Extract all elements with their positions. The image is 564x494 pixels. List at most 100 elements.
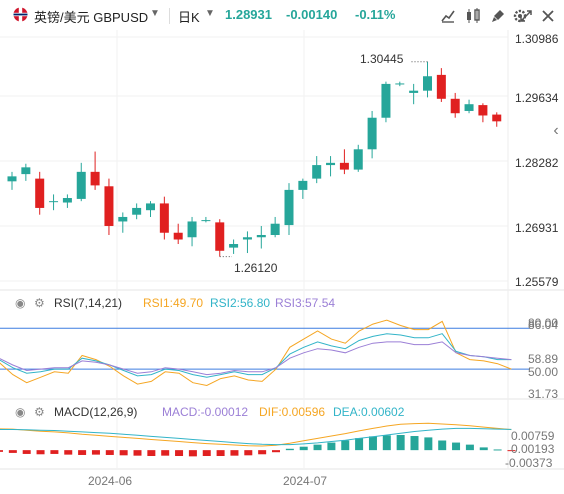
price-tick: 1.28282 xyxy=(515,156,559,170)
rsi1-value: RSI1:49.70 xyxy=(143,296,204,310)
macd-bar xyxy=(465,444,474,451)
candle-body xyxy=(423,76,432,91)
candle-body xyxy=(76,171,86,199)
macd-bar xyxy=(216,450,225,457)
macd-bar xyxy=(78,450,87,455)
last-price: 1.28931 xyxy=(225,7,272,22)
macd-value: MACD:-0.00012 xyxy=(162,405,249,419)
high-price-label: 1.30445 xyxy=(360,52,404,66)
rsi-title: RSI(7,14,21) xyxy=(54,296,123,310)
macd-bar xyxy=(50,450,59,454)
candle-body xyxy=(187,221,197,238)
rsi-tick: 80.00 xyxy=(528,316,559,330)
macd-bar xyxy=(272,450,280,453)
drawing-tool-icon[interactable] xyxy=(440,8,456,24)
macd-bar xyxy=(119,450,128,456)
candle-body xyxy=(464,104,474,111)
rsi-tick: 58.89 xyxy=(528,352,559,366)
candle-body xyxy=(242,237,252,240)
rsi3-value: RSI3:57.54 xyxy=(275,296,336,310)
macd-bar xyxy=(8,450,17,453)
macd-bar xyxy=(285,448,294,451)
rsi-tick: 31.73 xyxy=(528,387,559,401)
macd-bar xyxy=(258,450,267,455)
candle-body xyxy=(381,83,391,118)
macd-bar xyxy=(0,450,3,452)
macd-bar xyxy=(507,450,516,452)
price-change: -0.00140 xyxy=(286,7,338,22)
rsi2-value: RSI2:56.80 xyxy=(210,296,271,310)
macd-bar xyxy=(438,440,447,451)
expand-icon[interactable] xyxy=(518,8,534,24)
candle-body xyxy=(173,232,183,240)
macd-bar xyxy=(175,450,184,457)
chevron-left-icon[interactable]: ‹ xyxy=(553,122,559,139)
candle-body xyxy=(339,162,349,170)
symbol-selector[interactable]: 英镑/美元 GBPUSD xyxy=(34,10,149,25)
macd-bar xyxy=(105,450,114,455)
uk-flag-icon xyxy=(13,7,28,22)
macd-bar xyxy=(64,450,73,455)
price-tick: 1.29634 xyxy=(515,91,559,105)
dea-value: DEA:0.00602 xyxy=(333,405,405,419)
macd-bar xyxy=(22,450,31,454)
macd-bar xyxy=(202,450,211,457)
candle-body xyxy=(395,83,405,85)
macd-bar xyxy=(91,450,100,455)
chart-type-icon[interactable] xyxy=(465,8,481,24)
macd-bar xyxy=(410,436,419,451)
candle-body xyxy=(146,203,155,211)
candle-body xyxy=(436,74,446,99)
candle-body xyxy=(478,105,488,116)
macd-bar xyxy=(382,435,391,451)
macd-bar xyxy=(493,449,502,451)
candle-body xyxy=(256,234,266,238)
candle-body xyxy=(7,176,17,182)
price-tick: 1.25579 xyxy=(515,275,559,289)
period-selector[interactable]: 日K xyxy=(178,10,200,25)
macd-bar xyxy=(368,436,377,451)
brush-icon[interactable] xyxy=(490,8,506,24)
macd-tick: -0.00373 xyxy=(505,456,553,470)
candle-body xyxy=(450,98,460,114)
candle-body xyxy=(326,162,336,166)
macd-bar xyxy=(230,450,239,456)
macd-tick: 0.00193 xyxy=(511,442,555,456)
rsi-line-rsi2 xyxy=(0,333,512,378)
gear-icon[interactable]: ⚙ xyxy=(34,296,45,310)
chart-header: 英镑/美元 GBPUSD ▼ 日K ▼ 1.28931 -0.00140 -0.… xyxy=(0,0,564,30)
price-tick: 1.26931 xyxy=(515,221,559,235)
date-tick: 2024-07 xyxy=(283,474,328,488)
dea-line xyxy=(0,427,512,446)
candle-body xyxy=(284,189,294,226)
candle-body xyxy=(90,171,100,186)
candle-body xyxy=(229,244,239,248)
candle-body xyxy=(201,220,211,222)
macd-bar xyxy=(147,450,156,457)
chevron-down-icon[interactable]: ▼ xyxy=(205,8,215,19)
macd-bar xyxy=(479,447,488,451)
candle-body xyxy=(367,117,377,150)
macd-bar xyxy=(396,434,405,451)
macd-bar xyxy=(244,450,253,456)
eye-icon[interactable]: ◉ xyxy=(15,405,26,419)
candle-body xyxy=(312,165,322,179)
date-tick: 2024-06 xyxy=(88,474,133,488)
eye-icon[interactable]: ◉ xyxy=(15,296,26,310)
macd-bar xyxy=(424,437,433,451)
rsi-tick: 50.00 xyxy=(528,365,559,379)
macd-bar xyxy=(36,450,45,455)
price-tick: 1.30986 xyxy=(515,32,559,46)
candle-body xyxy=(132,207,142,215)
candle-body xyxy=(49,201,59,203)
chevron-down-icon[interactable]: ▼ xyxy=(150,8,160,19)
candle-body xyxy=(270,223,280,235)
divider xyxy=(169,8,170,24)
gear-icon[interactable]: ⚙ xyxy=(34,405,45,419)
macd-bar xyxy=(313,444,322,451)
candle-body xyxy=(298,180,308,190)
rsi-line-rsi1 xyxy=(0,319,512,387)
macd-bar xyxy=(299,446,308,451)
close-icon[interactable] xyxy=(540,8,556,24)
